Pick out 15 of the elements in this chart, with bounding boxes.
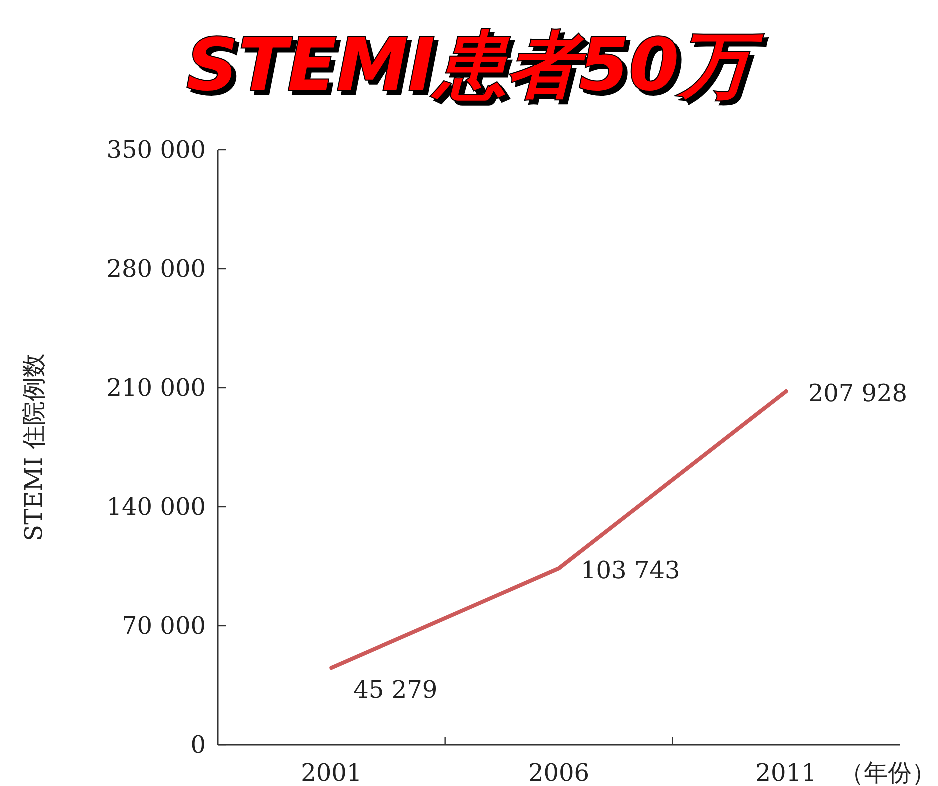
y-tick-label: 0: [190, 731, 206, 759]
data-label: 45 279: [354, 676, 438, 704]
x-axis-title: （年份）: [840, 759, 936, 786]
y-tick-label: 280 000: [106, 255, 206, 283]
y-tick-label: 210 000: [106, 374, 206, 402]
y-tick-label: 350 000: [106, 136, 206, 164]
x-tick-label: 2006: [528, 759, 590, 786]
y-axis-title: STEMI 住院例数: [20, 354, 48, 542]
x-tick-label: 2011: [756, 759, 817, 786]
y-tick-label: 140 000: [106, 493, 206, 521]
chart-title: STEMI患者50万: [186, 23, 764, 107]
y-tick-label: 70 000: [122, 612, 206, 640]
data-label: 207 928: [808, 380, 908, 408]
data-label: 103 743: [581, 556, 680, 585]
x-tick-label: 2001: [301, 759, 362, 786]
